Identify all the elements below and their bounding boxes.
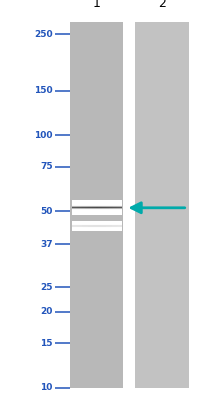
Text: 150: 150	[34, 86, 53, 95]
Text: 20: 20	[40, 307, 53, 316]
Text: 2: 2	[157, 0, 165, 10]
Text: 75: 75	[40, 162, 53, 171]
Text: 37: 37	[40, 240, 53, 249]
Text: 100: 100	[34, 130, 53, 140]
Text: 15: 15	[40, 339, 53, 348]
Text: 250: 250	[34, 30, 53, 39]
Text: 25: 25	[40, 283, 53, 292]
Text: 1: 1	[92, 0, 100, 10]
Bar	[69, 22, 122, 388]
Text: 50: 50	[40, 207, 53, 216]
Text: 10: 10	[40, 384, 53, 392]
Bar	[135, 22, 188, 388]
